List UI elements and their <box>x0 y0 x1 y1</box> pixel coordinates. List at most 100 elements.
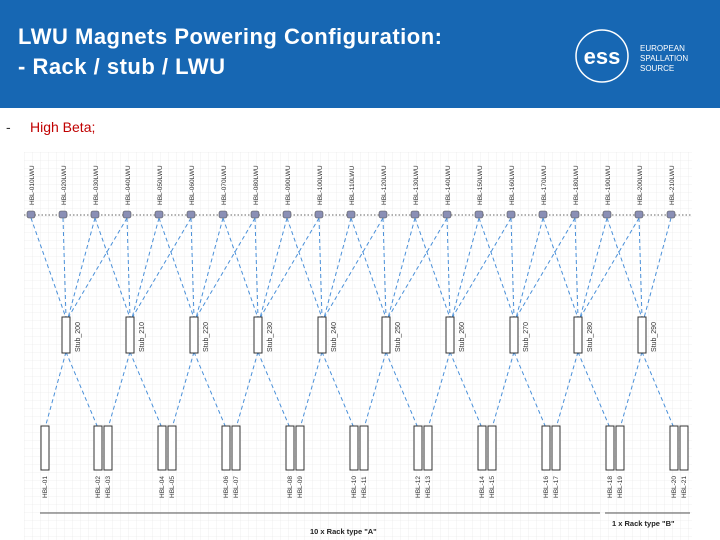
stub-box <box>509 316 519 354</box>
connector <box>30 217 67 319</box>
rack-label: HBL-13 <box>425 476 432 498</box>
lwu-box <box>378 210 388 219</box>
logo-text: EUROPEAN SPALLATION SOURCE <box>640 44 688 74</box>
stub-box <box>573 316 583 354</box>
rack-label: HBL-06 <box>223 476 230 498</box>
connector <box>555 351 579 429</box>
rack-unit <box>295 425 305 471</box>
logo-line: EUROPEAN <box>640 44 685 53</box>
lwu-box <box>154 210 164 219</box>
rack-unit <box>157 425 167 471</box>
lwu-label: HBL-170LWU <box>541 165 548 205</box>
logo-line: SOURCE <box>640 64 675 73</box>
lwu-label: HBL-070LWU <box>221 165 228 205</box>
lwu-label: HBL-120LWU <box>381 165 388 205</box>
lwu-box <box>26 210 36 219</box>
lwu-label: HBL-140LWU <box>445 165 452 205</box>
connector <box>574 217 579 319</box>
lwu-label: HBL-090LWU <box>285 165 292 205</box>
rack-unit <box>103 425 113 471</box>
stub-label: Stub_220 <box>203 322 210 352</box>
connector <box>94 217 131 319</box>
connector <box>171 351 195 429</box>
connector <box>323 217 352 319</box>
lwu-label: HBL-200LWU <box>637 165 644 205</box>
stub-label: Stub_250 <box>395 322 402 352</box>
connector <box>190 217 195 319</box>
connector <box>126 217 131 319</box>
connector <box>222 217 259 319</box>
rack-note: 10 x Rack type "A" <box>310 527 377 536</box>
lwu-box <box>314 210 324 219</box>
stub-box <box>189 316 199 354</box>
stub-label: Stub_230 <box>267 322 274 352</box>
rack-label: HBL-12 <box>415 476 422 498</box>
stub-label: Stub_270 <box>523 322 530 352</box>
connector <box>478 217 515 319</box>
lwu-box <box>90 210 100 219</box>
lwu-label: HBL-130LWU <box>413 165 420 205</box>
connector <box>350 217 387 319</box>
connector <box>446 217 451 319</box>
logo-ring <box>575 29 629 83</box>
connector <box>323 217 384 319</box>
stub-label: Stub_200 <box>75 322 82 352</box>
connector <box>451 217 512 319</box>
connector <box>131 217 192 319</box>
rack-unit <box>221 425 231 471</box>
rack-label: HBL-21 <box>681 476 688 498</box>
lwu-box <box>410 210 420 219</box>
stub-box <box>637 316 647 354</box>
rack-unit <box>487 425 497 471</box>
connector <box>158 217 195 319</box>
lwu-label: HBL-110LWU <box>349 166 356 205</box>
connector <box>235 351 259 429</box>
connector <box>643 217 672 319</box>
lwu-box <box>282 210 292 219</box>
bullet-marker: - <box>6 119 11 135</box>
rack-unit <box>605 425 615 471</box>
stub-box <box>317 316 327 354</box>
rack-unit <box>423 425 433 471</box>
lwu-box <box>570 210 580 219</box>
stub-box <box>61 316 71 354</box>
lwu-label: HBL-080LWU <box>253 165 260 205</box>
lwu-label: HBL-050LWU <box>157 165 164 205</box>
connector <box>195 217 256 319</box>
connector <box>510 217 515 319</box>
logo: ess <box>575 29 629 83</box>
connector <box>491 351 515 429</box>
rack-label: HBL-19 <box>617 476 624 498</box>
connector <box>414 217 451 319</box>
stub-label: Stub_260 <box>459 322 466 352</box>
rack-note: 1 x Rack type "B" <box>612 519 675 528</box>
bullet-text: High Beta; <box>30 119 96 135</box>
rack-label: HBL-17 <box>553 476 560 498</box>
stub-box <box>253 316 263 354</box>
connector <box>387 217 416 319</box>
rack-label: HBL-01 <box>42 476 49 498</box>
lwu-label: HBL-210LWU <box>669 165 676 205</box>
rack-label: HBL-18 <box>607 476 614 498</box>
lwu-box <box>186 210 196 219</box>
lwu-box <box>538 210 548 219</box>
lwu-box <box>346 210 356 219</box>
lwu-box <box>218 210 228 219</box>
lwu-label: HBL-160LWU <box>509 165 516 205</box>
connector <box>67 217 128 319</box>
connector <box>363 351 387 429</box>
rack-label: HBL-07 <box>233 476 240 498</box>
connector <box>579 217 608 319</box>
connector <box>427 351 451 429</box>
connector <box>62 217 67 319</box>
rack-unit <box>285 425 295 471</box>
lwu-box <box>506 210 516 219</box>
connector <box>579 217 640 319</box>
connector <box>542 217 579 319</box>
rack-label: HBL-04 <box>159 476 166 498</box>
rack-unit <box>615 425 625 471</box>
rack-label: HBL-14 <box>479 476 486 498</box>
connector <box>131 217 160 319</box>
connector <box>318 217 323 319</box>
